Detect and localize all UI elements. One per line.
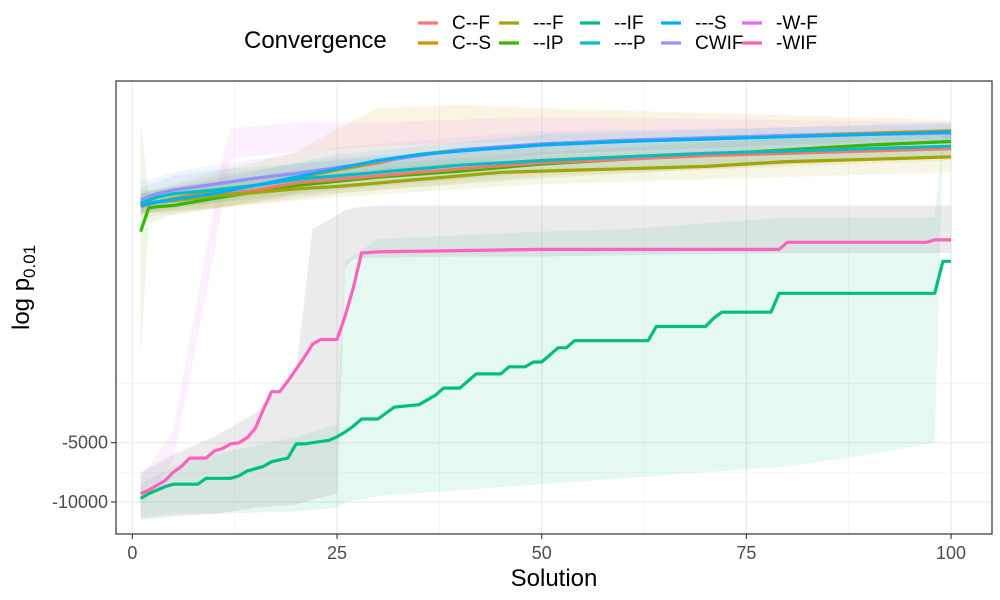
legend-label: C--F	[452, 13, 490, 34]
legend-label: --IF	[614, 13, 644, 34]
confidence-band-wif	[140, 205, 952, 520]
legend-label: -W-F	[776, 13, 818, 34]
y-axis-title-subscript: 0.01	[20, 245, 39, 278]
x-axis-title: Solution	[511, 565, 598, 592]
y-tick-label: -10000	[52, 492, 108, 512]
legend-item-if: --IF	[580, 13, 644, 34]
x-tick-label: 50	[532, 543, 552, 563]
y-axis-title: log p0.01	[8, 245, 39, 330]
legend-label: --IP	[533, 33, 564, 54]
legend-item-wf: -W-F	[742, 13, 818, 34]
legend-item-ip: --IP	[499, 33, 564, 54]
confidence-band-if	[140, 134, 952, 518]
series-line-s	[140, 130, 952, 208]
legend-label: ---F	[533, 13, 564, 34]
confidence-band-cs	[140, 104, 952, 214]
x-tick-label: 100	[936, 543, 966, 563]
legend-label: ---S	[695, 13, 727, 34]
confidence-band-f	[140, 140, 952, 214]
legend-label: CWIF	[695, 33, 744, 54]
confidence-band-cwif	[140, 124, 952, 210]
legend: Convergence C--FC--S ---F--IP --IF---P ---S…	[244, 13, 818, 54]
legend-item-cf: C--F	[418, 13, 490, 34]
legend-item-cs: C--S	[418, 33, 491, 54]
x-tick-label: 25	[327, 543, 347, 563]
y-axis-title-base: log p	[8, 278, 35, 330]
series-line-if	[139, 259, 952, 500]
legend-item-wif: -WIF	[742, 33, 817, 54]
legend-item-f: ---F	[499, 13, 564, 34]
legend-label: ---P	[614, 33, 646, 54]
y-tick-label: -5000	[62, 433, 108, 453]
series-line-f	[140, 155, 952, 205]
x-tick-label: 75	[736, 543, 756, 563]
series-line-wif	[139, 238, 952, 496]
legend-label: C--S	[452, 33, 491, 54]
panel-background	[116, 81, 992, 534]
panel-border	[115, 80, 993, 535]
legend-item-p: ---P	[580, 33, 646, 54]
plot-panel	[115, 80, 993, 535]
legend-item-cwif: CWIF	[661, 33, 744, 54]
legend-title: Convergence	[244, 27, 387, 54]
confidence-band-s	[140, 122, 952, 214]
series-line-p	[140, 144, 952, 205]
legend-label: -WIF	[776, 33, 817, 54]
legend-item-s: ---S	[661, 13, 727, 34]
x-tick-label: 0	[127, 543, 137, 563]
